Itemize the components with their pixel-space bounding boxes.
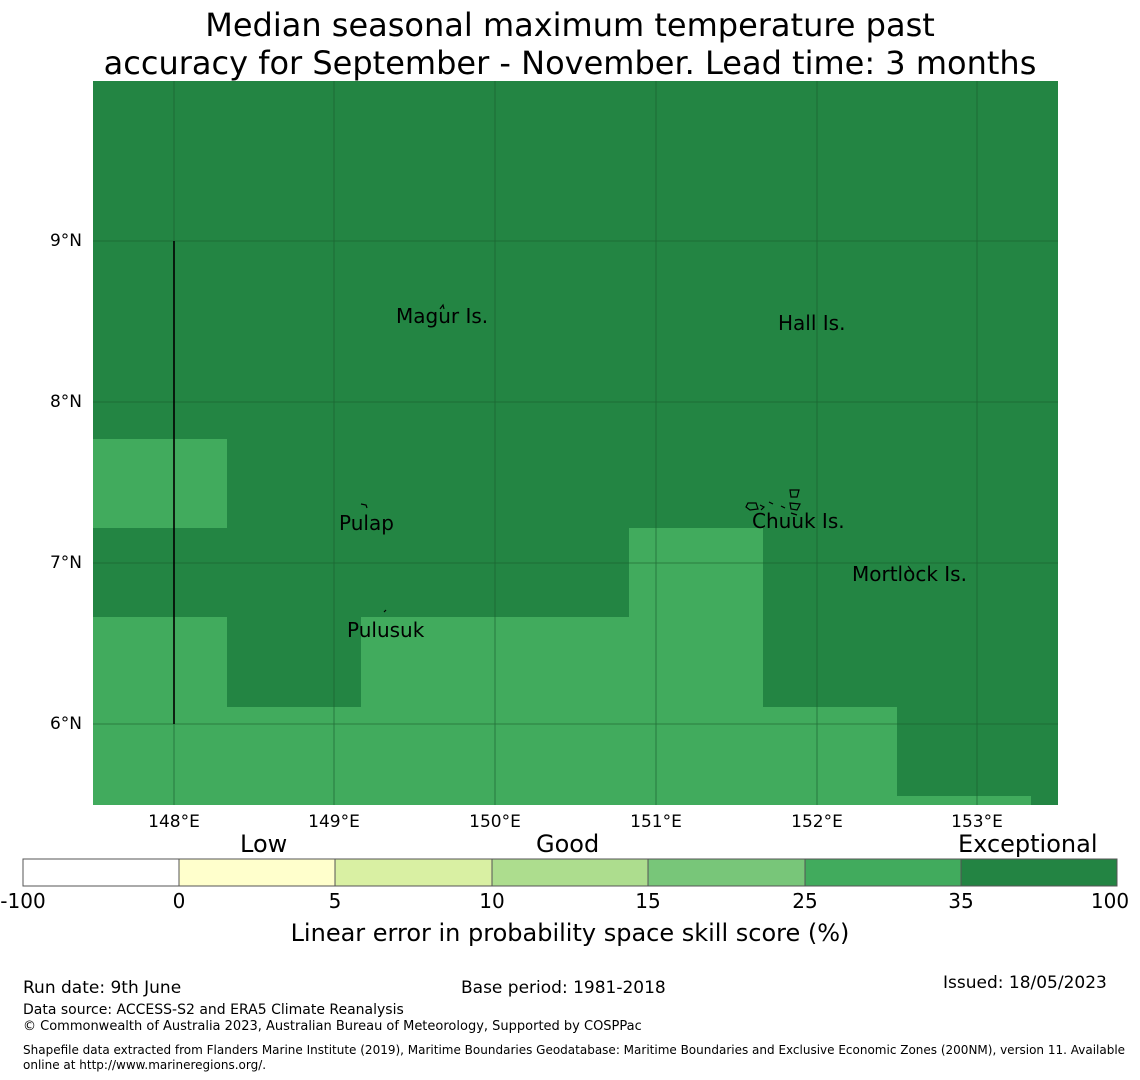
lon-label-149e: 149°E bbox=[308, 812, 360, 832]
island-magur bbox=[439, 303, 445, 310]
colorbar-segment-5 bbox=[647, 858, 806, 887]
colorbar-segment-6 bbox=[804, 858, 962, 887]
place-label-mortlock: Mortlock Is. bbox=[852, 562, 967, 586]
category-label-exceptional: Exceptional bbox=[958, 830, 1098, 858]
island-pulap bbox=[360, 503, 368, 509]
colorbar-segment-3 bbox=[334, 858, 493, 887]
place-label-magur: Magur Is. bbox=[396, 304, 489, 328]
colorbar-label: Linear error in probability space skill … bbox=[290, 919, 850, 947]
region-west-upper bbox=[93, 439, 227, 528]
colorbar-tick-15: 15 bbox=[635, 889, 661, 913]
place-label-hall: Hall Is. bbox=[778, 311, 846, 335]
island-pulusuk bbox=[383, 609, 387, 613]
lon-label-148e: 148°E bbox=[148, 812, 200, 832]
island-chuuk-lagoon-4 bbox=[780, 505, 786, 509]
island-outlines bbox=[360, 303, 912, 613]
run-date: Run date: 9th June bbox=[23, 978, 182, 998]
colorbar-tick-10: 10 bbox=[479, 889, 505, 913]
category-label-good: Good bbox=[536, 830, 600, 858]
lon-label-150e: 150°E bbox=[469, 812, 521, 832]
colorbar-tick-25: 25 bbox=[792, 889, 818, 913]
island-mortlock bbox=[907, 565, 912, 571]
colorbar bbox=[22, 858, 1118, 887]
island-chuuk-lagoon-3 bbox=[768, 501, 774, 505]
map-gridlines bbox=[93, 81, 1058, 805]
lon-label-152e: 152°E bbox=[791, 812, 843, 832]
lat-label-7n: 7°N bbox=[49, 553, 82, 573]
island-chuuk-lagoon-6 bbox=[790, 512, 798, 516]
colorbar-segment-4 bbox=[491, 858, 649, 887]
category-label-low: Low bbox=[240, 830, 288, 858]
place-label-pulap: Pulap bbox=[339, 511, 394, 535]
region-south-east-strip bbox=[897, 796, 1031, 805]
lat-label-8n: 8°N bbox=[49, 392, 82, 412]
shapefile-credit-line-2: online at http://www.marineregions.org/. bbox=[23, 1058, 267, 1072]
region-south-strip bbox=[227, 707, 897, 805]
island-chuuk-lagoon-2 bbox=[759, 504, 766, 511]
lon-label-153e: 153°E bbox=[951, 812, 1003, 832]
data-source: Data source: ACCESS-S2 and ERA5 Climate … bbox=[23, 1002, 404, 1018]
lat-label-9n: 9°N bbox=[49, 231, 82, 251]
title-line-2: accuracy for September - November. Lead … bbox=[103, 44, 1037, 82]
island-chuuk-lagoon-1 bbox=[745, 502, 759, 511]
title-line-1: Median seasonal maximum temperature past bbox=[205, 6, 935, 44]
colorbar-tick-100: 100 bbox=[1090, 889, 1130, 913]
island-chuuk-lagoon-5 bbox=[789, 502, 801, 511]
copyright: © Commonwealth of Australia 2023, Austra… bbox=[23, 1019, 642, 1034]
lat-label-6n: 6°N bbox=[49, 714, 82, 734]
colorbar-segment-2 bbox=[178, 858, 336, 887]
issued-date: Issued: 18/05/2023 bbox=[943, 973, 1107, 993]
colorbar-segment-1 bbox=[22, 858, 180, 887]
skill-regions-high-good bbox=[93, 439, 1031, 805]
lon-label-151e: 151°E bbox=[630, 812, 682, 832]
base-period: Base period: 1981-2018 bbox=[461, 978, 666, 998]
region-center-east bbox=[629, 528, 763, 707]
colorbar-segment-7 bbox=[960, 858, 1118, 887]
region-west-lower bbox=[93, 617, 227, 805]
island-chuuk-reef bbox=[789, 489, 800, 498]
place-label-chuuk: Chuuk Is. bbox=[752, 509, 845, 533]
map-title: Median seasonal maximum temperature past… bbox=[0, 6, 1140, 82]
place-label-pulusuk: Pulusuk bbox=[347, 618, 425, 642]
colorbar-tick-35: 35 bbox=[948, 889, 974, 913]
shapefile-credit-line-1: Shapefile data extracted from Flanders M… bbox=[23, 1043, 1126, 1057]
colorbar-tick-minus100: -100 bbox=[0, 889, 46, 913]
colorbar-tick-5: 5 bbox=[328, 889, 342, 913]
colorbar-tick-0: 0 bbox=[172, 889, 186, 913]
colorbar-segments bbox=[22, 858, 1118, 887]
